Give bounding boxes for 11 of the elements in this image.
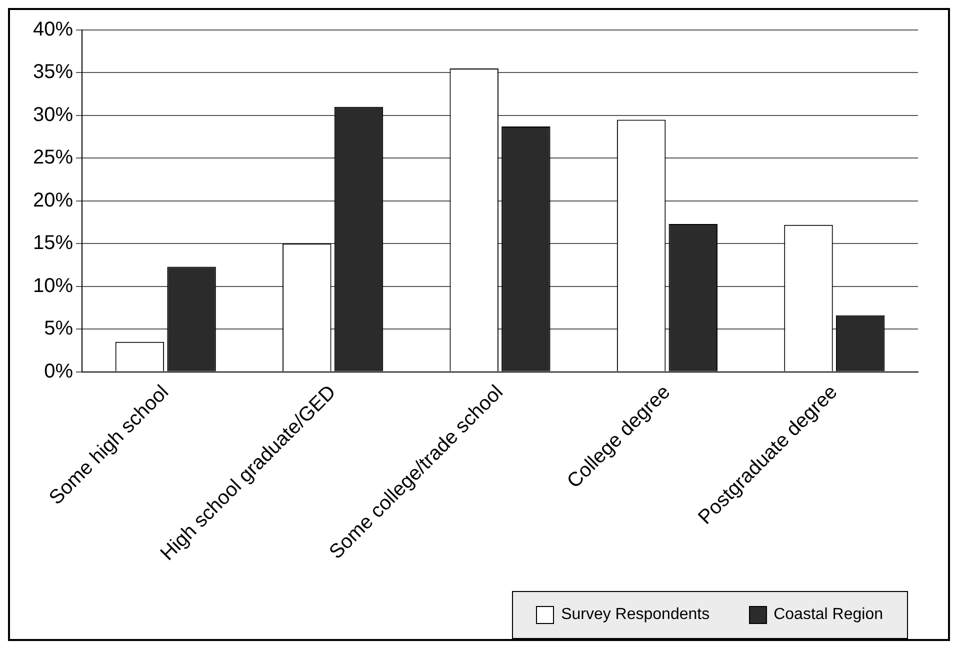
y-tick-label: 30%	[33, 104, 74, 126]
legend-label: Coastal Region	[774, 606, 883, 624]
y-tick-label: 0%	[44, 360, 74, 382]
y-tick-label: 35%	[33, 61, 74, 84]
y-tick-label: 20%	[33, 189, 74, 212]
legend-label: Survey Respondents	[561, 606, 710, 624]
y-tick-label: 10%	[33, 274, 74, 297]
y-tick-label: 25%	[33, 146, 74, 169]
y-tick-label: 5%	[44, 318, 74, 340]
y-tick-label: 40%	[33, 18, 74, 41]
y-tick-label: 15%	[33, 232, 74, 254]
